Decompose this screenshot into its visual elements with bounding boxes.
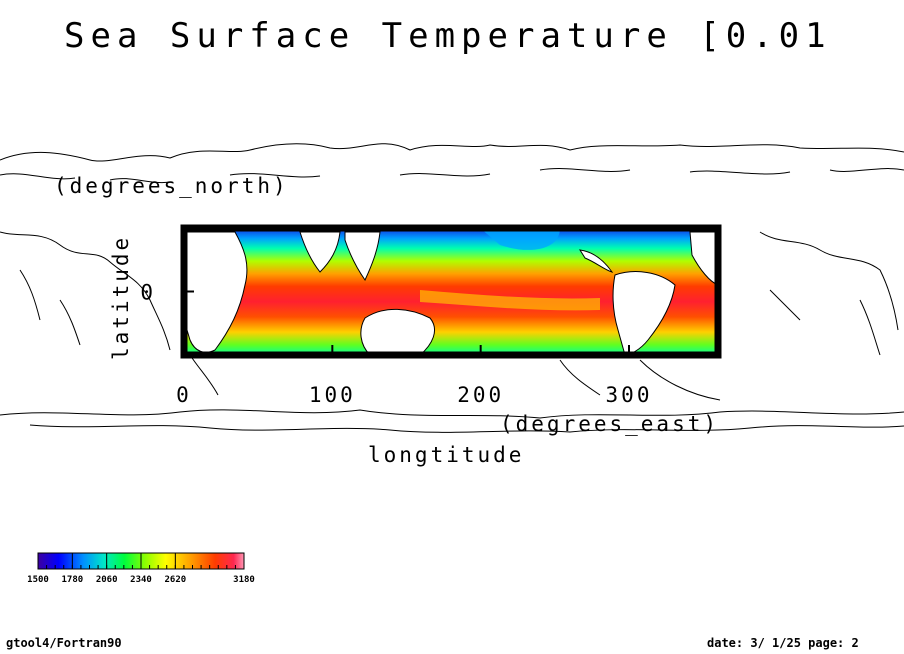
cold-tongue-band: [420, 290, 600, 311]
northeast-pacific-cool: [480, 228, 560, 250]
australia-land: [360, 308, 435, 355]
sst-field: [184, 228, 718, 355]
south-america-land: [612, 271, 676, 355]
x-tick-label: 200: [457, 383, 504, 407]
colorbar-tick-label: 1500: [27, 575, 49, 585]
x-tick-label: 0: [176, 383, 192, 407]
footer-right: date: 3/ 1/25 page: 2: [707, 636, 859, 650]
x-axis-units: (degrees_east): [500, 412, 719, 436]
colorbar-ticks: 1500 1780 2060 2340 2620 3180: [27, 553, 255, 585]
colorbar: 1500 1780 2060 2340 2620 3180: [27, 552, 255, 585]
x-tick-label: 100: [309, 383, 356, 407]
y-axis: 0: [140, 281, 194, 305]
y-axis-label: latitude: [109, 235, 133, 360]
world-coastline-map: [0, 143, 904, 433]
y-axis-units: (degrees_north): [54, 174, 289, 198]
x-tick-label: 300: [606, 383, 653, 407]
y-tick-label: 0: [140, 281, 156, 305]
x-axis: 0 100 200 300: [176, 345, 653, 407]
chart-title: Sea Surface Temperature [0.01: [64, 16, 832, 56]
indochina-land: [344, 231, 381, 281]
central-america-land: [579, 249, 614, 273]
africa-land: [184, 231, 248, 353]
colorbar-tick-label: 1780: [61, 575, 83, 585]
colorbar-tick-label: 2340: [130, 575, 152, 585]
x-axis-label: longtitude: [368, 443, 524, 467]
india-land: [299, 231, 341, 273]
footer-left: gtool4/Fortran90: [6, 636, 122, 650]
colorbar-tick-label: 3180: [233, 575, 255, 585]
colorbar-tick-label: 2620: [164, 575, 186, 585]
colorbar-tick-label: 2060: [96, 575, 118, 585]
